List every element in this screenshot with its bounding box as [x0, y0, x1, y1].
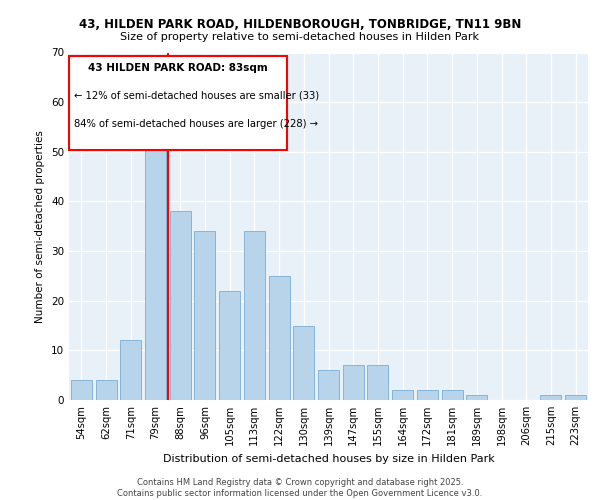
Y-axis label: Number of semi-detached properties: Number of semi-detached properties	[35, 130, 46, 322]
Bar	[392, 390, 413, 400]
Bar	[95, 380, 116, 400]
Bar	[194, 231, 215, 400]
FancyBboxPatch shape	[69, 56, 287, 150]
Text: Contains HM Land Registry data © Crown copyright and database right 2025.
Contai: Contains HM Land Registry data © Crown c…	[118, 478, 482, 498]
Bar	[120, 340, 141, 400]
Text: 43 HILDEN PARK ROAD: 83sqm: 43 HILDEN PARK ROAD: 83sqm	[88, 63, 268, 73]
Bar	[170, 212, 191, 400]
Text: ← 12% of semi-detached houses are smaller (33): ← 12% of semi-detached houses are smalle…	[74, 90, 319, 101]
Text: Size of property relative to semi-detached houses in Hilden Park: Size of property relative to semi-detach…	[121, 32, 479, 42]
Bar	[244, 231, 265, 400]
Bar	[71, 380, 92, 400]
Bar	[269, 276, 290, 400]
Bar	[318, 370, 339, 400]
Bar	[219, 291, 240, 400]
Bar	[367, 365, 388, 400]
Bar	[293, 326, 314, 400]
Bar	[145, 127, 166, 400]
Text: 43, HILDEN PARK ROAD, HILDENBOROUGH, TONBRIDGE, TN11 9BN: 43, HILDEN PARK ROAD, HILDENBOROUGH, TON…	[79, 18, 521, 30]
Bar	[442, 390, 463, 400]
Bar	[541, 395, 562, 400]
Text: 84% of semi-detached houses are larger (228) →: 84% of semi-detached houses are larger (…	[74, 118, 318, 128]
Bar	[343, 365, 364, 400]
Bar	[466, 395, 487, 400]
X-axis label: Distribution of semi-detached houses by size in Hilden Park: Distribution of semi-detached houses by …	[163, 454, 494, 464]
Bar	[565, 395, 586, 400]
Bar	[417, 390, 438, 400]
